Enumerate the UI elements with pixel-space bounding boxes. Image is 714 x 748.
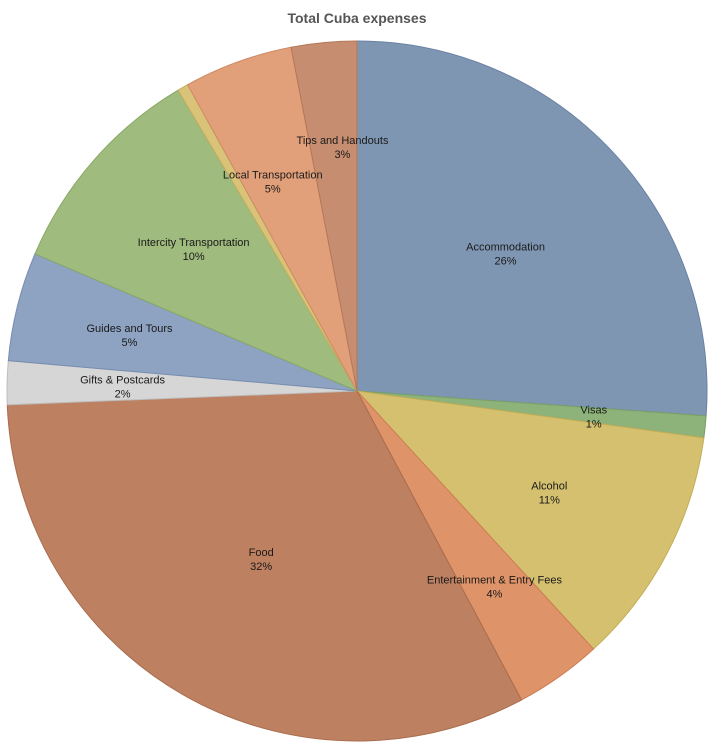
slice-value-food: 32%	[250, 561, 272, 573]
slice-value-alcohol: 11%	[539, 494, 560, 506]
slice-food	[6, 390, 523, 742]
slice-label-tips-and-handouts: Tips and Handouts	[297, 135, 389, 147]
slice-tips-and-handouts	[290, 40, 358, 392]
slice-label-gifts-and-postcards: Gifts & Postcards	[80, 374, 165, 386]
slice-value-gifts-and-postcards: 2%	[115, 388, 131, 400]
slice-intercity-transportation	[34, 89, 359, 393]
slice-value-guides-and-tours: 5%	[122, 337, 138, 349]
chart-title: Total Cuba expenses	[287, 10, 427, 26]
slice-label-alcohol: Alcohol	[531, 480, 567, 492]
slice-accommodation	[356, 40, 708, 417]
slice-label-food: Food	[249, 547, 274, 559]
slice-value-local-transportation: 5%	[265, 183, 281, 195]
slice-label-accommodation: Accommodation	[466, 242, 545, 254]
slice-value-entertainment-and-entry-fees: 4%	[486, 588, 502, 600]
slice-value-tips-and-handouts: 3%	[335, 149, 351, 161]
slice-label-visas: Visas	[580, 404, 607, 416]
slice-value-visas: 1%	[586, 418, 602, 430]
slice-alcohol	[355, 390, 705, 650]
labels-layer: Accommodation 26% Visas 1% Alcohol 11% Enterta…	[80, 135, 608, 600]
slice-value-accommodation: 26%	[495, 256, 517, 268]
slice-label-intercity-transportation: Intercity Transportation	[138, 237, 250, 249]
slice-label-entertainment-and-entry-fees: Entertainment & Entry Fees	[427, 574, 563, 586]
slices-layer	[6, 40, 708, 742]
slice-value-intercity-transportation: 10%	[183, 251, 205, 263]
slice-label-local-transportation: Local Transportation	[223, 169, 323, 181]
slice-label-guides-and-tours: Guides and Tours	[86, 323, 173, 335]
